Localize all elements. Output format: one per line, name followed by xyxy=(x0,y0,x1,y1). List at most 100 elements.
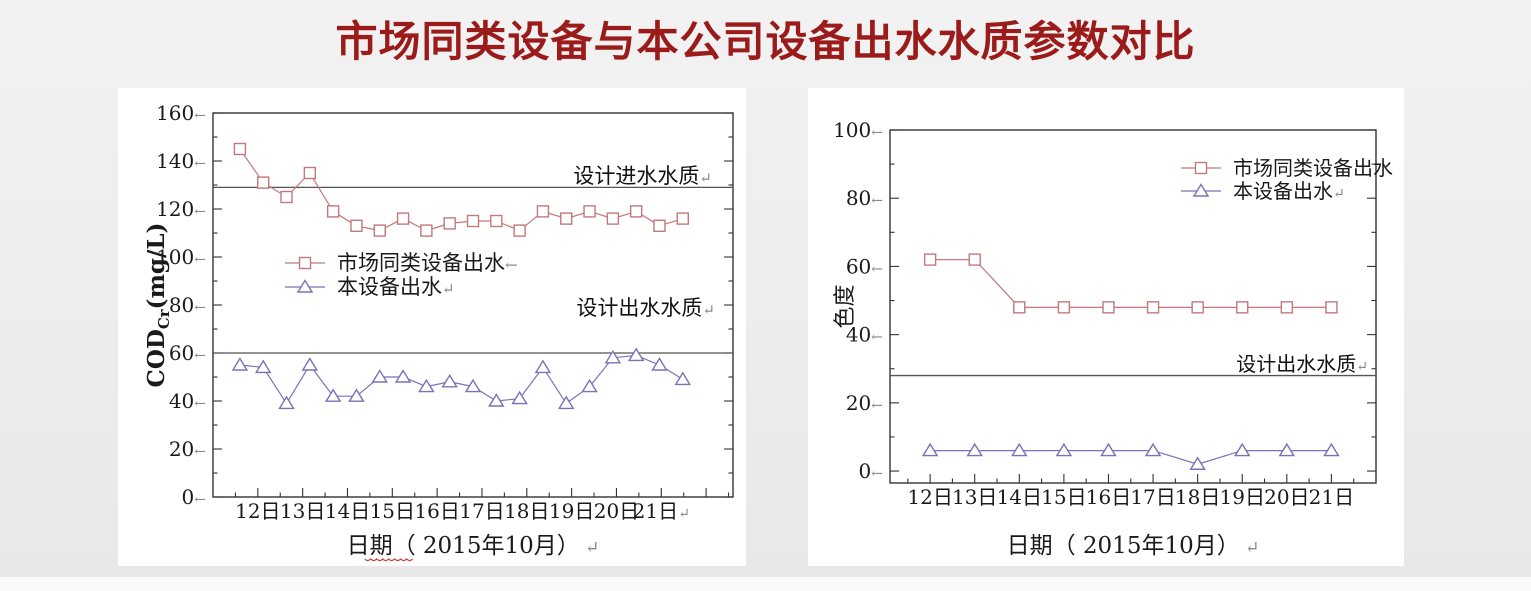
our-equipment-series xyxy=(231,347,692,410)
x-tick-label: 16日 xyxy=(1086,485,1131,509)
market-equipment-series xyxy=(233,142,689,237)
y-tick-label: 140← xyxy=(156,149,206,173)
data-point-marker xyxy=(1236,301,1249,314)
data-point-marker xyxy=(348,388,365,402)
data-point-marker xyxy=(464,378,482,393)
x-tick-label: 16日 xyxy=(414,499,459,523)
data-point-marker xyxy=(1011,442,1028,457)
data-point-marker xyxy=(968,253,981,266)
data-point-marker xyxy=(233,142,247,156)
y-tick-label: 60← xyxy=(846,254,883,278)
data-point-marker xyxy=(371,369,389,383)
data-point-marker xyxy=(420,224,433,237)
y-tick-label: 160← xyxy=(156,101,206,125)
y-axis-tick-labels: 0← 20← 40← 60← 80← 100← 120← 140← 160← xyxy=(156,101,206,509)
legend-label: 本设备出水↵ xyxy=(337,275,455,299)
market-equipment-series-line xyxy=(930,259,1332,308)
data-point-marker xyxy=(627,347,645,362)
legend-marker xyxy=(298,256,312,270)
y-tick-label: 20← xyxy=(169,437,206,461)
data-point-marker xyxy=(1233,442,1251,457)
data-point-marker xyxy=(1055,442,1073,457)
y-tick-label: 40← xyxy=(169,389,206,413)
data-point-marker xyxy=(231,357,249,371)
data-point-marker xyxy=(326,205,340,218)
data-point-marker xyxy=(653,219,666,233)
data-point-marker xyxy=(921,442,939,457)
data-point-marker xyxy=(466,214,480,228)
x-tick-label: 15日 xyxy=(1041,485,1086,509)
data-point-marker xyxy=(557,395,575,410)
y-tick-label: 80← xyxy=(169,293,206,317)
data-point-marker xyxy=(394,369,412,383)
data-point-marker xyxy=(488,393,505,407)
data-point-marker xyxy=(1325,301,1338,314)
legend-marker xyxy=(1194,161,1208,175)
data-point-marker xyxy=(583,205,596,218)
plot-box xyxy=(889,129,1377,484)
y-tick-label: 20← xyxy=(846,391,883,415)
x-axis-title: 日期（ 2015年10月） ↵ xyxy=(1007,533,1260,559)
axis-ticks xyxy=(890,129,1376,483)
data-point-marker xyxy=(1144,442,1162,457)
data-point-marker xyxy=(674,371,692,386)
x-tick-label: 14日 xyxy=(997,485,1042,509)
data-point-marker xyxy=(350,219,363,233)
x-tick-label: 12日 xyxy=(907,485,952,509)
x-tick-label: 19日 xyxy=(549,499,594,523)
x-tick-label: 13日 xyxy=(952,485,997,509)
x-axis-title: 日期（ 2015年10月） ↵ xyxy=(347,533,600,559)
data-point-marker xyxy=(418,378,435,393)
y-tick-label: 120← xyxy=(156,197,206,221)
data-point-marker xyxy=(513,224,526,237)
data-point-marker xyxy=(1146,301,1160,314)
y-tick-label: 0← xyxy=(182,485,206,509)
x-tick-label: 15日 xyxy=(370,499,415,523)
x-tick-label: 21日 xyxy=(1309,485,1354,509)
data-point-marker xyxy=(1280,301,1294,314)
page-bottom-strip xyxy=(0,577,1531,591)
x-tick-label: 13日 xyxy=(280,499,325,523)
spellcheck-squiggle xyxy=(364,558,414,562)
data-point-marker xyxy=(1013,301,1026,314)
x-tick-label: 17日 xyxy=(459,499,504,523)
y-tick-label: 80← xyxy=(846,186,883,210)
legend-label: 本设备出水↵ xyxy=(1233,179,1345,203)
y-tick-label: 60← xyxy=(169,341,206,365)
y-tick-label: 40← xyxy=(846,323,883,347)
chroma-chart: 12日 13日 14日 15日 16日 17日 18日 19日 20日 21日 0← 20← 40← 60… xyxy=(833,118,1393,559)
legend: 市场同类设备出水←本设备出水↵ xyxy=(285,251,518,299)
data-point-marker xyxy=(257,176,270,189)
data-point-marker xyxy=(651,357,668,371)
cod-chart-panel: 12日 13日 14日 15日 16日 17日 18日 19日 20日 21日↵ 0← 20← 40← 6… xyxy=(118,88,746,566)
x-tick-label: 20日 xyxy=(1264,485,1309,509)
data-point-marker xyxy=(1191,301,1204,314)
data-point-marker xyxy=(534,359,552,374)
data-point-marker xyxy=(560,212,573,225)
data-point-marker xyxy=(396,212,410,225)
x-tick-label: 18日 xyxy=(1175,485,1220,509)
data-point-marker xyxy=(629,205,643,218)
data-point-marker xyxy=(280,190,293,204)
chroma-chart-panel: 12日 13日 14日 15日 16日 17日 18日 19日 20日 21日 0← 20← 40← 60… xyxy=(808,88,1404,566)
data-point-marker xyxy=(606,212,620,225)
data-point-marker xyxy=(1102,301,1115,314)
data-point-marker xyxy=(324,388,342,402)
data-point-marker xyxy=(1278,442,1296,457)
x-tick-label: 18日 xyxy=(504,499,549,523)
page-title: 市场同类设备与本公司设备出水水质参数对比 xyxy=(335,18,1196,65)
data-point-marker xyxy=(254,359,272,374)
y-tick-label: 100← xyxy=(833,118,883,142)
data-point-marker xyxy=(278,395,295,410)
x-tick-label: 20日 xyxy=(594,499,639,523)
data-point-marker xyxy=(923,253,937,266)
our-equipment-series-line xyxy=(930,450,1332,465)
data-point-marker xyxy=(303,166,317,180)
legend-marker xyxy=(296,279,314,293)
ref-line-annotation: 设计出水水质↵ xyxy=(576,296,715,320)
data-point-marker xyxy=(490,214,503,228)
data-point-marker xyxy=(1100,442,1117,457)
data-point-marker xyxy=(441,373,458,388)
